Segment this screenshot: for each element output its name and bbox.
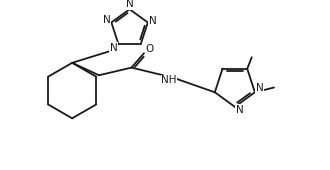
Text: N: N: [126, 0, 133, 10]
Text: N: N: [149, 16, 156, 27]
Text: N: N: [103, 15, 111, 25]
Text: N: N: [236, 105, 244, 115]
Text: NH: NH: [161, 75, 177, 85]
Text: O: O: [146, 44, 154, 54]
Text: N: N: [256, 83, 264, 94]
Text: N: N: [110, 43, 117, 53]
